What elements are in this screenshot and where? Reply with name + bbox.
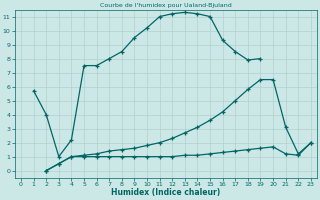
X-axis label: Humidex (Indice chaleur): Humidex (Indice chaleur) [111, 188, 220, 197]
Title: Courbe de l'humidex pour Ualand-Bjuland: Courbe de l'humidex pour Ualand-Bjuland [100, 3, 232, 8]
